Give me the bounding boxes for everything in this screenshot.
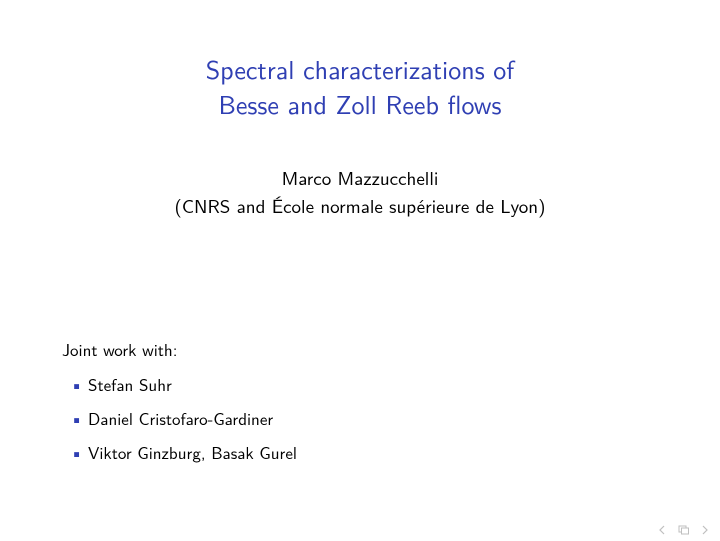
joint-work-block: Joint work with: Stefan Suhr Daniel Cris…: [62, 337, 658, 476]
slide: Spectral characterizations of Besse and …: [0, 0, 720, 541]
title-line-2: Besse and Zoll Reeb flows: [62, 87, 658, 122]
list-item: Viktor Ginzburg, Basak Gurel: [88, 442, 658, 464]
beamer-nav-bar: [658, 525, 710, 535]
joint-work-heading: Joint work with:: [62, 337, 658, 362]
author-block: Marco Mazzucchelli (CNRS and École norma…: [62, 164, 658, 219]
title-block: Spectral characterizations of Besse and …: [62, 52, 658, 122]
nav-frame-icon[interactable]: [678, 525, 690, 535]
nav-next-icon[interactable]: [700, 525, 710, 535]
author-name: Marco Mazzucchelli: [62, 164, 658, 192]
list-item: Stefan Suhr: [88, 374, 658, 396]
collaborator-list: Stefan Suhr Daniel Cristofaro-Gardiner V…: [62, 374, 658, 464]
list-item: Daniel Cristofaro-Gardiner: [88, 408, 658, 430]
author-affiliation: (CNRS and École normale supérieure de Ly…: [62, 192, 658, 220]
title-line-1: Spectral characterizations of: [62, 52, 658, 87]
nav-prev-icon[interactable]: [658, 525, 668, 535]
